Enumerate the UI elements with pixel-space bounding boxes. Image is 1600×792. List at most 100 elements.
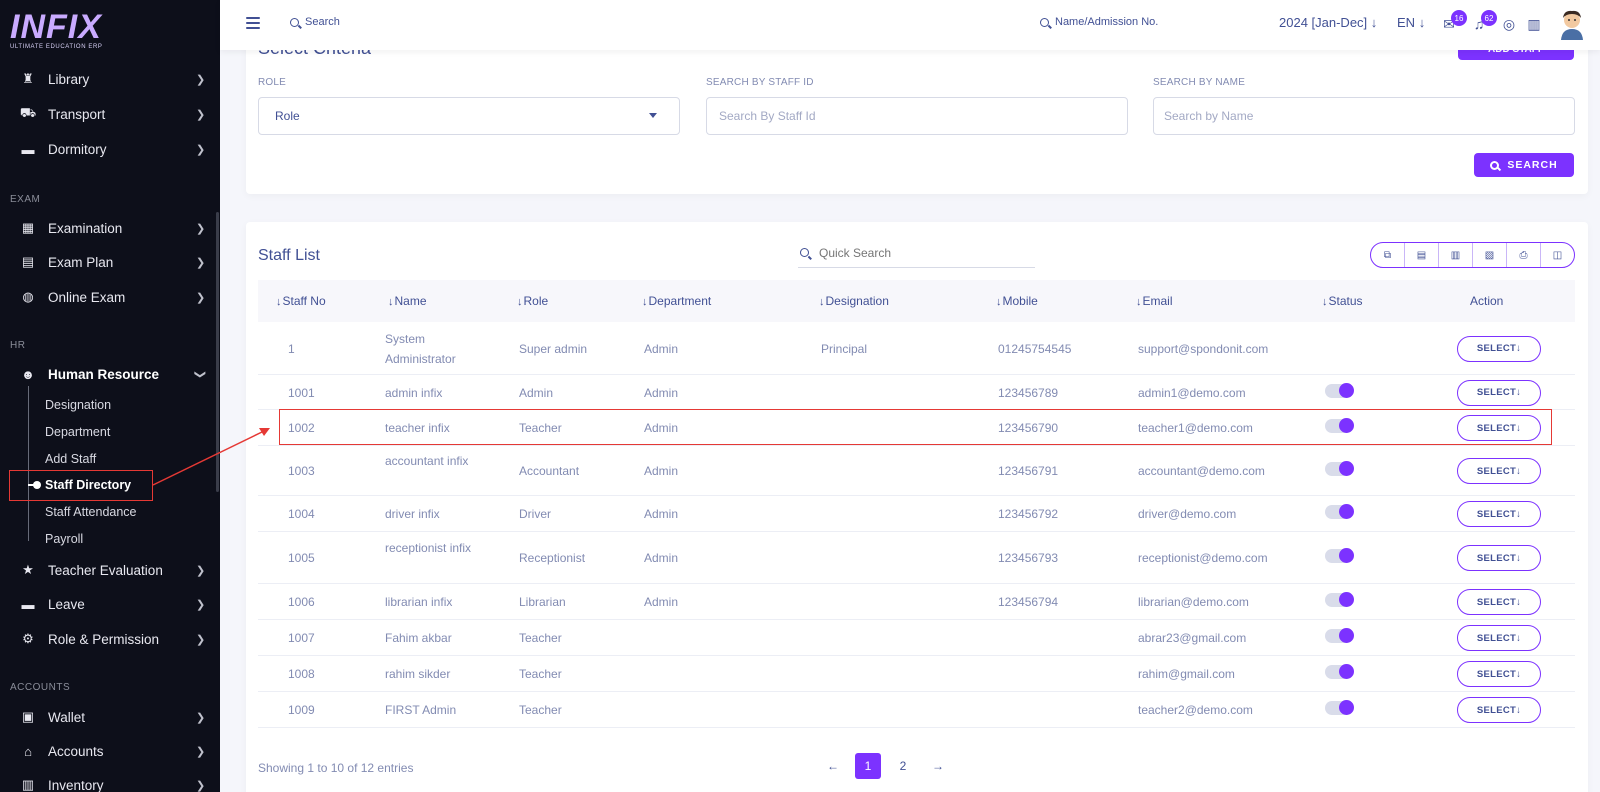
staff-id-input[interactable] [719,109,1127,123]
select-button[interactable]: SELECT ↓ [1457,625,1541,651]
sidebar-item-library[interactable]: ♜ Library ❯ [0,64,220,94]
search-button[interactable]: SEARCH [1474,153,1574,177]
col-name[interactable]: ↓Name [388,294,427,308]
status-toggle[interactable] [1325,592,1354,607]
col-email[interactable]: ↓Email [1136,294,1173,308]
prev-page-button[interactable]: ← [827,759,839,773]
role-select[interactable]: Role [258,97,680,135]
submenu-department[interactable]: Department [45,425,111,439]
language-selector[interactable]: EN ↓ [1397,15,1425,30]
copy-icon[interactable]: ⧉ [1371,243,1405,267]
chevron-right-icon: ❯ [196,291,206,304]
quick-search-input[interactable] [819,245,1019,260]
cell-mobile: 01245754545 [998,341,1072,356]
sidebar-item-exam-plan[interactable]: ▤ Exam Plan ❯ [0,247,220,277]
academic-year-selector[interactable]: 2024 [Jan-Dec] ↓ [1279,15,1377,30]
select-button[interactable]: SELECT ↓ [1457,335,1541,362]
submenu-add-staff[interactable]: Add Staff [45,452,97,466]
col-label: Mobile [1002,294,1038,308]
submenu-payroll[interactable]: Payroll [45,532,84,546]
print-icon[interactable]: ⎙ [1507,243,1541,267]
select-button[interactable]: SELECT ↓ [1457,415,1541,441]
sidebar-item-teacher-evaluation[interactable]: ★ Teacher Evaluation ❯ [0,555,220,585]
select-button[interactable]: SELECT ↓ [1457,545,1541,571]
sidebar-item-wallet[interactable]: ▣ Wallet ❯ [0,702,220,732]
admission-search-label: Name/Admission No. [1055,16,1159,28]
analytics-icon[interactable]: ▥ [1527,15,1541,32]
sidebar-item-dormitory[interactable]: ▬ Dormitory ❯ [0,134,220,164]
messages-icon[interactable]: ✉ [1443,15,1455,32]
select-button-label: SELECT [1476,704,1517,716]
menu-toggle-icon[interactable] [246,17,260,32]
sidebar-scrollbar[interactable] [216,212,219,492]
bed-icon: ▬ [21,141,35,157]
col-action: Action [1470,294,1504,308]
admission-search[interactable]: Name/Admission No. [1040,16,1158,28]
col-department[interactable]: ↓Department [642,294,711,308]
submenu-designation[interactable]: Designation [45,398,112,412]
page-1-button[interactable]: 1 [855,753,881,779]
select-button[interactable]: SELECT ↓ [1457,379,1541,406]
cell-no: 1009 [288,703,315,717]
bell-icon[interactable]: ♫ [1473,16,1485,32]
col-role[interactable]: ↓Role [517,294,548,308]
select-button[interactable]: SELECT ↓ [1457,501,1541,527]
search-icon [800,248,809,257]
avatar[interactable] [1558,8,1586,40]
page-2-button[interactable]: 2 [899,759,907,773]
name-input[interactable] [1164,109,1574,123]
sidebar-item-online-exam[interactable]: ◍ Online Exam ❯ [0,282,220,312]
cell-role: Driver [519,507,551,521]
status-toggle[interactable] [1325,382,1354,398]
cell-role: Teacher [519,421,562,435]
col-status[interactable]: ↓Status [1322,294,1363,308]
brand-logo[interactable]: INFIX ULTIMATE EDUCATION ERP [10,8,103,50]
select-button[interactable]: SELECT ↓ [1457,697,1541,723]
staff-list-title: Staff List [258,247,320,264]
status-toggle[interactable] [1325,418,1354,433]
chevron-right-icon: ❯ [196,745,206,758]
status-toggle[interactable] [1325,548,1354,563]
cell-email: abrar23@gmail.com [1138,631,1247,645]
sidebar-item-label: Teacher Evaluation [48,562,163,578]
submenu-staff-attendance[interactable]: Staff Attendance [45,505,137,519]
sidebar-item-role-permission[interactable]: ⚙ Role & Permission ❯ [0,624,220,654]
status-toggle[interactable] [1325,504,1354,519]
toggle-knob [1339,382,1354,398]
submenu-line [28,386,29,541]
globe-icon[interactable]: ◎ [1502,15,1516,32]
sort-icon: ↓ [996,296,1002,308]
sidebar-section-accounts: ACCOUNTS [10,682,71,693]
top-bar: Search Name/Admission No. 2024 [Jan-Dec]… [220,0,1600,50]
cell-no: 1007 [288,631,315,645]
select-button[interactable]: SELECT ↓ [1457,458,1541,484]
csv-icon[interactable]: ▥ [1439,243,1473,267]
next-page-button[interactable]: → [932,759,944,773]
status-toggle[interactable] [1325,700,1354,715]
sidebar-item-transport[interactable]: ⛟ Transport ❯ [0,99,220,129]
menu-search[interactable]: Search [290,16,340,28]
status-toggle[interactable] [1325,461,1354,476]
columns-icon[interactable]: ◫ [1552,249,1563,261]
cell-role: Admin [519,385,554,400]
sidebar-item-inventory[interactable]: ▥ Inventory ❯ [0,770,220,792]
col-staff-no[interactable]: ↓Staff No [276,294,326,308]
status-toggle[interactable] [1325,628,1354,643]
submenu-staff-directory[interactable]: Staff Directory [45,478,132,492]
table-row: 1008 rahim sikder Teacher rahim@gmail.com SE… [258,656,1575,692]
pdf-icon[interactable]: ▧ [1473,243,1507,267]
arrow-down-icon: ↓ [1516,552,1522,564]
status-toggle[interactable] [1325,664,1354,679]
sidebar-item-leave[interactable]: ▬ Leave ❯ [0,589,220,619]
col-designation[interactable]: ↓Designation [819,294,889,308]
col-mobile[interactable]: ↓Mobile [996,294,1038,308]
sidebar: INFIX ULTIMATE EDUCATION ERP ♜ Library ❯… [0,0,220,792]
excel-icon[interactable]: ▤ [1405,243,1439,267]
users-icon: ☻ [21,366,35,382]
sidebar-item-accounts[interactable]: ⌂ Accounts ❯ [0,736,220,766]
select-button[interactable]: SELECT ↓ [1457,661,1541,687]
sidebar-item-human-resource[interactable]: ☻ Human Resource ❯ [0,359,220,389]
sidebar-item-examination[interactable]: ▦ Examination ❯ [0,213,220,243]
star-icon: ★ [22,562,34,577]
select-button[interactable]: SELECT ↓ [1457,589,1541,615]
